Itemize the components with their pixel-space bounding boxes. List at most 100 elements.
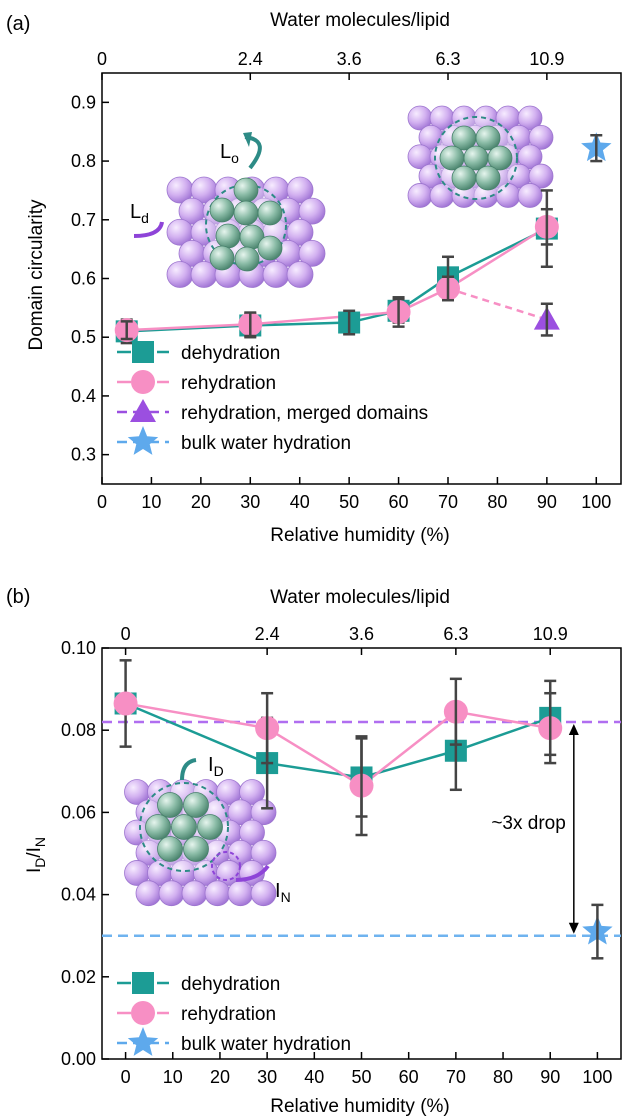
x-tick-label: 80 bbox=[487, 492, 507, 512]
ordered-lipid-sphere bbox=[171, 814, 197, 840]
ordered-lipid-sphere bbox=[487, 145, 513, 171]
panel-b-reference-lines bbox=[102, 720, 621, 937]
panel-b-x-axis-title: Relative humidity (%) bbox=[270, 1096, 450, 1117]
point-rehydration bbox=[113, 691, 138, 716]
legend-marker-rehydration-merged-domains bbox=[130, 399, 156, 422]
panel-a-inset-labels: Lo Ld bbox=[130, 132, 262, 238]
panel-b-inset-labels: ID IN bbox=[180, 754, 291, 905]
x-tick-label: 40 bbox=[304, 1067, 324, 1087]
ordered-lipid-sphere bbox=[183, 792, 209, 818]
drop-arrow-down-icon bbox=[568, 922, 579, 934]
top-tick-label: 6.3 bbox=[443, 624, 468, 644]
legend-label-rehydration: rehydration bbox=[181, 1004, 276, 1025]
ordered-lipid-sphere bbox=[157, 792, 183, 818]
legend-marker-dehydration bbox=[132, 972, 154, 994]
x-tick-label: 20 bbox=[210, 1067, 230, 1087]
legend-label-bulk-water-hydration: bulk water hydration bbox=[181, 433, 351, 454]
x-tick-label: 70 bbox=[446, 1067, 466, 1087]
lipid-sphere bbox=[250, 880, 277, 907]
x-tick-label: 90 bbox=[537, 492, 557, 512]
x-tick-label: 40 bbox=[290, 492, 310, 512]
y-tick-label: 0.6 bbox=[71, 269, 96, 289]
lipid-sphere bbox=[286, 218, 314, 246]
panel-a-inset-circular-domain-schematic bbox=[407, 105, 554, 208]
top-tick-label: 6.3 bbox=[435, 49, 460, 69]
panel-b-y-axis-title: ID/IN bbox=[24, 837, 48, 873]
ld-arrow-icon bbox=[133, 221, 164, 238]
ordered-lipid-sphere bbox=[157, 836, 183, 862]
in-arrow-icon bbox=[235, 864, 270, 882]
legend-marker-dehydration bbox=[132, 341, 154, 363]
legend-label-rehydration-merged-domains: rehydration, merged domains bbox=[181, 403, 428, 424]
legend-marker-bulk-water-hydration bbox=[127, 426, 159, 455]
legend-label-dehydration: dehydration bbox=[181, 343, 280, 364]
ordered-lipid-sphere bbox=[197, 814, 223, 840]
top-tick-label: 0 bbox=[97, 49, 107, 69]
lipid-sphere bbox=[298, 239, 326, 267]
lipid-sphere bbox=[181, 880, 208, 907]
panel-a-legend: dehydration rehydration rehydration, merge… bbox=[117, 341, 428, 455]
ordered-lipid-sphere bbox=[215, 223, 241, 249]
y-tick-label: 0.5 bbox=[71, 327, 96, 347]
id-label: ID bbox=[208, 754, 224, 779]
legend-marker-rehydration bbox=[131, 1001, 155, 1025]
panel-a-inset-ld-lo-schematic bbox=[166, 176, 326, 288]
ordered-lipid-sphere bbox=[257, 200, 283, 226]
y-tick-label: 0.04 bbox=[61, 885, 96, 905]
lipid-sphere bbox=[204, 880, 231, 907]
legend-marker-bulk-water-hydration bbox=[127, 1027, 159, 1056]
y-tick-label: 0.4 bbox=[71, 386, 96, 406]
y-tick-label: 0.3 bbox=[71, 445, 96, 465]
interface-boundary bbox=[211, 851, 241, 881]
x-tick-label: 80 bbox=[493, 1067, 513, 1087]
lipid-sphere bbox=[286, 261, 314, 288]
lipid-sphere bbox=[517, 144, 543, 170]
x-tick-label: 100 bbox=[581, 492, 611, 512]
lipid-sphere bbox=[250, 839, 277, 866]
x-tick-label: 10 bbox=[163, 1067, 183, 1087]
panel-a: (a) Water molecules/lipid Relative humid… bbox=[6, 10, 622, 546]
legend-label-rehydration: rehydration bbox=[181, 373, 276, 394]
lipid-sphere bbox=[250, 799, 277, 826]
panel-b-legend: dehydration rehydration bulk water hydrati… bbox=[117, 972, 351, 1056]
merged-domains-link-line bbox=[447, 287, 548, 321]
x-tick-label: 50 bbox=[339, 492, 359, 512]
y-tick-label: 0.08 bbox=[61, 720, 96, 740]
x-tick-label: 30 bbox=[257, 1067, 277, 1087]
x-tick-label: 90 bbox=[540, 1067, 560, 1087]
in-label: IN bbox=[275, 880, 291, 905]
ordered-lipid-sphere bbox=[233, 200, 259, 226]
top-tick-label: 10.9 bbox=[533, 624, 568, 644]
panel-a-series bbox=[114, 132, 612, 345]
ordered-lipid-sphere bbox=[257, 235, 283, 261]
x-tick-label: 20 bbox=[191, 492, 211, 512]
lipid-sphere bbox=[517, 105, 543, 131]
lipid-sphere bbox=[528, 124, 554, 150]
drop-annotation-label: ~3x drop bbox=[491, 813, 565, 834]
y-tick-label: 0.7 bbox=[71, 210, 96, 230]
legend-label-bulk-water-hydration: bulk water hydration bbox=[181, 1034, 351, 1055]
y-tick-label: 0.10 bbox=[61, 638, 96, 658]
top-tick-label: 2.4 bbox=[255, 624, 280, 644]
y-tick-label: 0.02 bbox=[61, 967, 96, 987]
lipid-sphere bbox=[239, 779, 265, 805]
lipid-sphere bbox=[298, 197, 326, 225]
y-tick-label: 0.9 bbox=[71, 92, 96, 112]
ordered-lipid-sphere bbox=[234, 246, 260, 272]
x-tick-label: 100 bbox=[582, 1067, 612, 1087]
lipid-sphere bbox=[528, 163, 554, 189]
ordered-lipid-sphere bbox=[209, 197, 235, 223]
panel-a-label: (a) bbox=[6, 13, 30, 35]
x-tick-label: 70 bbox=[438, 492, 458, 512]
top-tick-label: 3.6 bbox=[337, 49, 362, 69]
legend-marker-rehydration bbox=[131, 370, 155, 394]
top-tick-label: 10.9 bbox=[529, 49, 564, 69]
ordered-lipid-sphere bbox=[475, 125, 501, 151]
top-tick-label: 3.6 bbox=[349, 624, 374, 644]
drop-arrow-up-icon bbox=[568, 723, 579, 735]
panel-b-series bbox=[113, 659, 613, 960]
x-tick-label: 0 bbox=[121, 1067, 131, 1087]
id-arrow-icon bbox=[180, 758, 197, 781]
ordered-lipid-sphere bbox=[475, 165, 501, 191]
